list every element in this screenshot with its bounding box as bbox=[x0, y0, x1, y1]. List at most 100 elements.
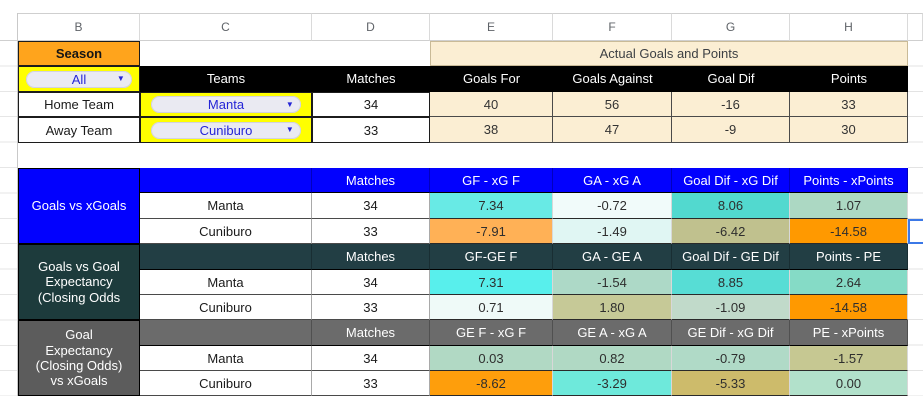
value-cell[interactable]: 7.34 bbox=[430, 193, 553, 219]
column-header-h[interactable]: H bbox=[790, 13, 908, 41]
value-cell[interactable]: -0.79 bbox=[672, 346, 790, 371]
partial-column[interactable] bbox=[908, 244, 923, 396]
section2-team-cell[interactable]: Manta bbox=[140, 270, 312, 295]
section1-col-header[interactable]: Points - xPoints bbox=[790, 168, 908, 193]
goals-against-header[interactable]: Goals Against bbox=[553, 66, 672, 92]
section1-team-cell[interactable]: Manta bbox=[140, 193, 312, 219]
value-cell[interactable]: 0.71 bbox=[430, 295, 553, 320]
value-cell[interactable]: 1.07 bbox=[790, 193, 908, 219]
value-cell[interactable]: -3.29 bbox=[553, 371, 672, 396]
goal-dif-header[interactable]: Goal Dif bbox=[672, 66, 790, 92]
home-points-cell[interactable]: 33 bbox=[790, 92, 908, 117]
value-cell[interactable]: -1.09 bbox=[672, 295, 790, 320]
home-matches-cell[interactable]: 34 bbox=[312, 92, 430, 117]
value-cell[interactable]: -14.58 bbox=[790, 219, 908, 244]
section3-col-header[interactable]: GE Dif - xG Dif bbox=[672, 320, 790, 346]
section1-team-cell[interactable]: Cuniburo bbox=[140, 219, 312, 244]
section3-matches-header[interactable]: Matches bbox=[312, 320, 430, 346]
section2-header-spacer[interactable] bbox=[140, 244, 312, 270]
section1-col-header[interactable]: Goal Dif - xG Dif bbox=[672, 168, 790, 193]
section-goals-vs-goal-expectancy-label[interactable]: Goals vs Goal Expectancy (Closing Odds bbox=[18, 244, 140, 320]
empty-row[interactable] bbox=[18, 143, 908, 168]
column-header-g[interactable]: G bbox=[672, 13, 790, 41]
column-header-f[interactable]: F bbox=[553, 13, 672, 41]
value-cell[interactable]: -14.58 bbox=[790, 295, 908, 320]
value-cell[interactable]: 8.06 bbox=[672, 193, 790, 219]
section2-matches-cell[interactable]: 33 bbox=[312, 295, 430, 320]
season-dropdown[interactable]: All ▼ bbox=[26, 70, 132, 88]
home-team-label[interactable]: Home Team bbox=[18, 92, 140, 117]
section3-matches-cell[interactable]: 33 bbox=[312, 371, 430, 396]
value-cell[interactable]: 0.82 bbox=[553, 346, 672, 371]
value-cell[interactable]: -8.62 bbox=[430, 371, 553, 396]
section3-team-cell[interactable]: Manta bbox=[140, 346, 312, 371]
value-cell[interactable]: 0.03 bbox=[430, 346, 553, 371]
section2-matches-header[interactable]: Matches bbox=[312, 244, 430, 270]
away-matches-cell[interactable]: 33 bbox=[312, 117, 430, 143]
value-cell[interactable]: 7.31 bbox=[430, 270, 553, 295]
chevron-down-icon: ▼ bbox=[285, 99, 294, 109]
value-cell[interactable]: -6.42 bbox=[672, 219, 790, 244]
section1-matches-cell[interactable]: 33 bbox=[312, 219, 430, 244]
section2-col-header[interactable]: Goal Dif - GE Dif bbox=[672, 244, 790, 270]
points-header[interactable]: Points bbox=[790, 66, 908, 92]
partial-column[interactable] bbox=[908, 41, 923, 219]
value-cell[interactable]: 1.80 bbox=[553, 295, 672, 320]
column-header-d[interactable]: D bbox=[312, 13, 430, 41]
away-points-cell[interactable]: 30 bbox=[790, 117, 908, 143]
home-goals-for-cell[interactable]: 40 bbox=[430, 92, 553, 117]
column-header-partial[interactable] bbox=[908, 13, 923, 41]
section2-matches-cell[interactable]: 34 bbox=[312, 270, 430, 295]
section1-header-spacer[interactable] bbox=[140, 168, 312, 193]
teams-header[interactable]: Teams bbox=[140, 66, 312, 92]
value-cell[interactable]: -7.91 bbox=[430, 219, 553, 244]
empty-cell[interactable] bbox=[312, 41, 430, 66]
empty-cell[interactable] bbox=[140, 41, 312, 66]
away-goals-against-cell[interactable]: 47 bbox=[553, 117, 672, 143]
section1-matches-cell[interactable]: 34 bbox=[312, 193, 430, 219]
chevron-down-icon: ▼ bbox=[285, 124, 294, 134]
value-cell[interactable]: 0.00 bbox=[790, 371, 908, 396]
section1-col-header[interactable]: GA - xG A bbox=[553, 168, 672, 193]
section3-col-header[interactable]: GE F - xG F bbox=[430, 320, 553, 346]
goals-for-header[interactable]: Goals For bbox=[430, 66, 553, 92]
section3-header-spacer[interactable] bbox=[140, 320, 312, 346]
away-team-label[interactable]: Away Team bbox=[18, 117, 140, 143]
value-cell[interactable]: -1.54 bbox=[553, 270, 672, 295]
section2-col-header[interactable]: Points - PE bbox=[790, 244, 908, 270]
value-cell[interactable]: -5.33 bbox=[672, 371, 790, 396]
section3-matches-cell[interactable]: 34 bbox=[312, 346, 430, 371]
section3-col-header[interactable]: PE - xPoints bbox=[790, 320, 908, 346]
section2-team-cell[interactable]: Cuniburo bbox=[140, 295, 312, 320]
section1-col-header[interactable]: GF - xG F bbox=[430, 168, 553, 193]
sheet-grid: B C D E F G H Season Actual Goals and Po… bbox=[0, 13, 923, 396]
away-team-dropdown[interactable]: Cuniburo ▼ bbox=[151, 121, 301, 139]
section-goal-expectancy-vs-xgoals-label[interactable]: Goal Expectancy (Closing Odds) vs xGoals bbox=[18, 320, 140, 396]
section2-col-header[interactable]: GA - GE A bbox=[553, 244, 672, 270]
home-team-dropdown[interactable]: Manta ▼ bbox=[151, 96, 301, 113]
home-goals-against-cell[interactable]: 56 bbox=[553, 92, 672, 117]
away-goals-for-cell[interactable]: 38 bbox=[430, 117, 553, 143]
value-cell[interactable]: -1.57 bbox=[790, 346, 908, 371]
section1-matches-header[interactable]: Matches bbox=[312, 168, 430, 193]
section-goals-vs-xgoals-label[interactable]: Goals vs xGoals bbox=[18, 168, 140, 244]
section3-team-cell[interactable]: Cuniburo bbox=[140, 371, 312, 396]
away-goal-dif-cell[interactable]: -9 bbox=[672, 117, 790, 143]
season-dropdown-value: All bbox=[71, 71, 87, 87]
value-cell[interactable]: 8.85 bbox=[672, 270, 790, 295]
season-label-cell[interactable]: Season bbox=[18, 41, 140, 66]
column-header-e[interactable]: E bbox=[430, 13, 553, 41]
value-cell[interactable]: -0.72 bbox=[553, 193, 672, 219]
column-header-b[interactable]: B bbox=[18, 13, 140, 41]
section3-col-header[interactable]: GE A - xG A bbox=[553, 320, 672, 346]
section2-col-header[interactable]: GF-GE F bbox=[430, 244, 553, 270]
column-header-c[interactable]: C bbox=[140, 13, 312, 41]
away-team-dropdown-value: Cuniburo bbox=[199, 122, 253, 138]
selected-cell-fragment[interactable] bbox=[908, 219, 923, 244]
matches-header[interactable]: Matches bbox=[312, 66, 430, 92]
value-cell[interactable]: -1.49 bbox=[553, 219, 672, 244]
home-goal-dif-cell[interactable]: -16 bbox=[672, 92, 790, 117]
value-cell[interactable]: 2.64 bbox=[790, 270, 908, 295]
actual-goals-title[interactable]: Actual Goals and Points bbox=[430, 41, 908, 66]
